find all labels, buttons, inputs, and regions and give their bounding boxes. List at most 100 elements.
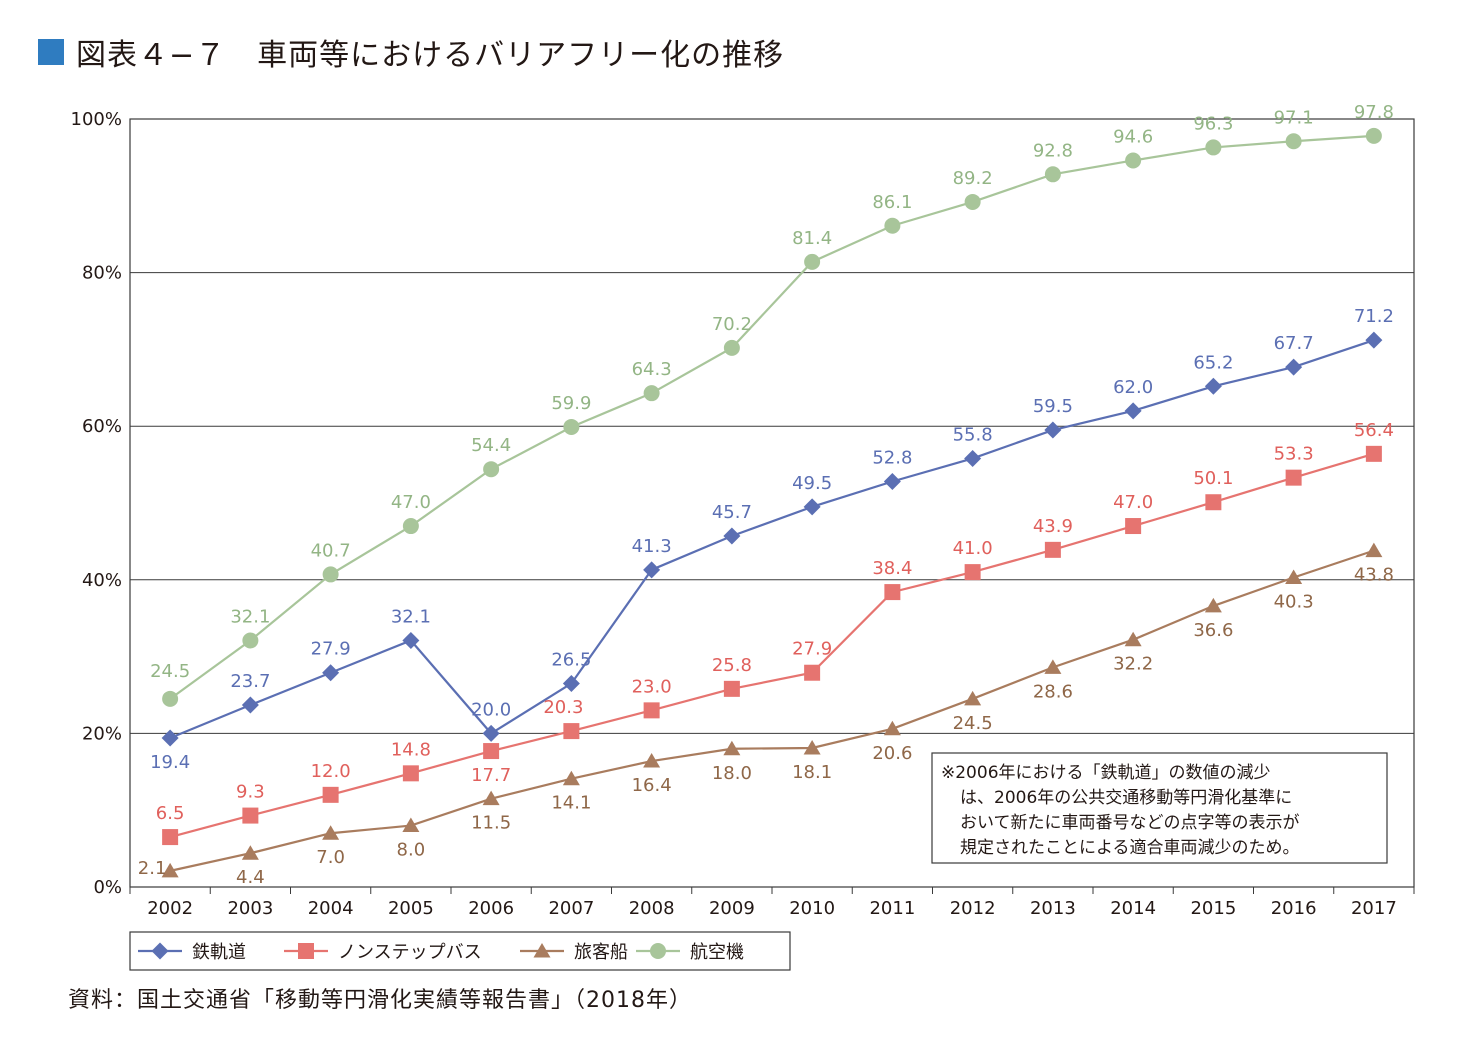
data-point-circle xyxy=(1205,139,1222,156)
data-label: 4.4 xyxy=(236,867,265,888)
data-point-diamond xyxy=(883,472,901,490)
data-point-square xyxy=(643,702,660,719)
data-point-diamond xyxy=(643,561,661,579)
chart-header: 図表４−７ 車両等におけるバリアフリー化の推移 xyxy=(38,30,784,74)
x-tick-label: 2013 xyxy=(1030,898,1076,919)
data-label: 40.7 xyxy=(311,540,351,561)
data-point-square xyxy=(563,723,580,740)
data-point-triangle xyxy=(402,817,420,833)
data-label: 18.1 xyxy=(792,762,832,783)
note-box: ※2006年における「鉄軌道」の数値の減少は、2006年の公共交通移動等円滑化基… xyxy=(931,752,1388,864)
legend-label: 航空機 xyxy=(690,942,744,963)
data-point-diamond xyxy=(322,664,340,682)
data-label: 14.1 xyxy=(551,793,591,814)
legend: 鉄軌道 ノンステップバス 旅客船 航空機 xyxy=(129,931,791,971)
data-label: 52.8 xyxy=(872,447,912,468)
data-point-diamond xyxy=(482,724,500,742)
data-point-triangle xyxy=(161,862,179,878)
legend-marker-triangle xyxy=(533,943,551,958)
data-labels: 19.4 23.7 27.9 32.1 20.0 26.5 41.3 45.7 49.5 52.8… xyxy=(138,102,1394,888)
data-point-square xyxy=(1044,541,1061,558)
data-point-diamond xyxy=(1365,331,1383,349)
data-point-square xyxy=(483,743,500,760)
data-point-circle xyxy=(162,690,179,707)
data-point-triangle xyxy=(803,739,821,755)
data-point-circle xyxy=(1044,166,1061,183)
grid-lines xyxy=(130,272,1414,734)
data-point-diamond xyxy=(402,631,420,649)
data-point-triangle xyxy=(1365,542,1383,558)
data-label: 27.9 xyxy=(792,639,832,660)
data-label: 86.1 xyxy=(872,192,912,213)
data-label: 41.3 xyxy=(632,536,672,557)
series-line-diamond xyxy=(169,339,1375,740)
data-point-diamond xyxy=(1285,358,1303,376)
series-line-square xyxy=(169,452,1375,839)
data-point-square xyxy=(242,807,259,824)
data-label: 7.0 xyxy=(316,847,345,868)
data-label: 6.5 xyxy=(156,803,185,824)
series-line-triangle xyxy=(169,549,1375,872)
data-point-diamond xyxy=(723,527,741,545)
legend-label: 旅客船 xyxy=(574,942,628,963)
axes: 0% 20% 40% 60% 80% 100% 2002 2003 2004 2005 2006 20… xyxy=(71,109,1415,919)
data-label: 59.9 xyxy=(551,393,591,414)
data-label: 43.9 xyxy=(1033,516,1073,537)
note-line: ※2006年における「鉄軌道」の数値の減少 xyxy=(941,763,1271,783)
x-tick-label: 2010 xyxy=(789,898,835,919)
data-label: 32.1 xyxy=(230,606,270,627)
y-tick-label: 80% xyxy=(82,263,122,284)
data-point-square xyxy=(1285,469,1302,486)
y-tick-label: 20% xyxy=(82,723,122,744)
data-point-square xyxy=(964,564,981,581)
data-label: 32.1 xyxy=(391,606,431,627)
x-tick-label: 2004 xyxy=(308,898,354,919)
title-square-icon xyxy=(38,39,64,65)
data-label: 36.6 xyxy=(1193,620,1233,641)
x-tick-label: 2005 xyxy=(388,898,434,919)
note-frame xyxy=(931,752,1388,864)
data-point-circle xyxy=(563,418,580,435)
data-label: 23.0 xyxy=(632,676,672,697)
data-point-square xyxy=(1365,445,1382,462)
data-point-circle xyxy=(402,518,419,535)
data-label: 20.6 xyxy=(872,743,912,764)
data-label: 32.2 xyxy=(1113,654,1153,675)
data-label: 40.3 xyxy=(1274,591,1314,612)
x-tick-label: 2015 xyxy=(1190,898,1236,919)
data-label: 53.3 xyxy=(1274,444,1314,465)
x-tick-label: 2009 xyxy=(709,898,755,919)
x-tick-label: 2007 xyxy=(548,898,594,919)
data-label: 23.7 xyxy=(230,671,270,692)
data-point-triangle xyxy=(723,740,741,756)
series-lines xyxy=(161,127,1383,878)
data-point-square xyxy=(1125,518,1142,535)
data-label: 71.2 xyxy=(1354,306,1394,327)
data-label: 56.4 xyxy=(1354,420,1394,441)
data-point-triangle xyxy=(643,753,661,768)
data-point-square xyxy=(322,786,339,803)
x-tick-label: 2006 xyxy=(468,898,514,919)
data-label: 70.2 xyxy=(712,314,752,335)
data-label: 49.5 xyxy=(792,473,832,494)
data-point-square xyxy=(1205,494,1222,511)
data-label: 26.5 xyxy=(551,649,591,670)
data-label: 50.1 xyxy=(1193,468,1233,489)
data-label: 54.4 xyxy=(471,435,511,456)
data-label: 20.0 xyxy=(471,699,511,720)
data-point-triangle xyxy=(1044,659,1062,674)
data-point-circle xyxy=(322,566,339,583)
data-point-triangle xyxy=(964,690,982,706)
data-label: 62.0 xyxy=(1113,377,1153,398)
y-tick-label: 40% xyxy=(82,570,122,591)
data-label: 81.4 xyxy=(792,228,832,249)
data-label: 19.4 xyxy=(150,752,190,773)
data-point-triangle xyxy=(482,790,500,806)
legend-marker-diamond xyxy=(151,942,169,960)
x-tick-label: 2008 xyxy=(629,898,675,919)
data-point-circle xyxy=(804,253,821,270)
series-line-circle xyxy=(169,134,1374,700)
data-point-circle xyxy=(964,193,981,210)
data-point-circle xyxy=(643,385,660,402)
data-point-diamond xyxy=(1044,421,1062,439)
